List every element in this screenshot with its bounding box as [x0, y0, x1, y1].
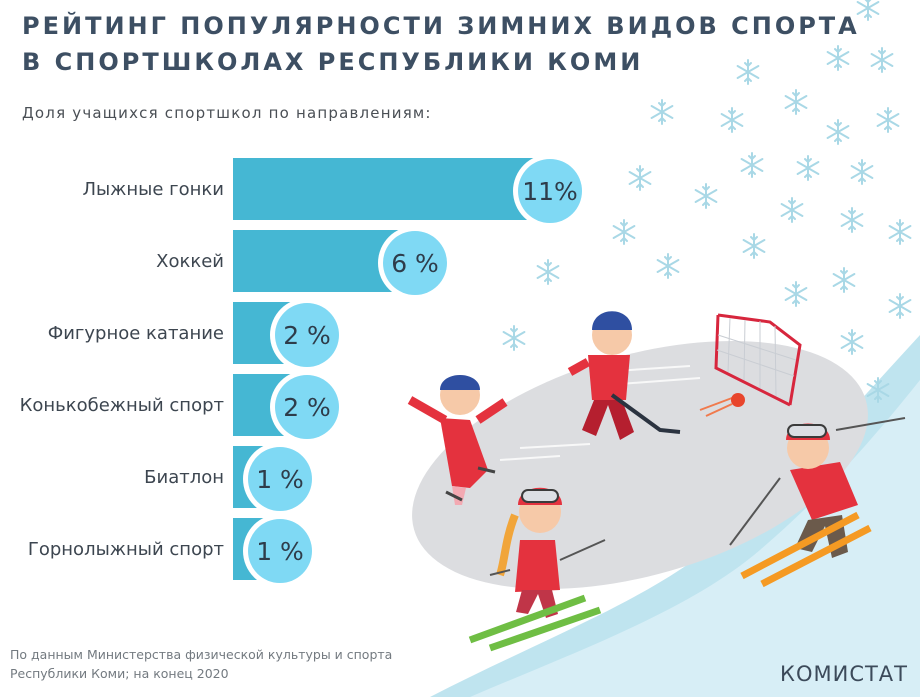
value-bubble-1 [518, 159, 582, 223]
brand-logo-text: КОМИСТАТ [780, 662, 908, 686]
source-note: По данным Министерства физической культу… [10, 645, 392, 683]
bar-1 [233, 158, 544, 220]
category-label-4: Конькобежный спорт [20, 395, 224, 416]
value-label-2: 6 % [391, 249, 439, 278]
value-label-3: 2 % [283, 321, 331, 350]
page-title: РЕЙТИНГ ПОПУЛЯРНОСТИ ЗИМНИХ ВИДОВ СПОРТА… [22, 8, 860, 80]
value-bubble-4 [275, 375, 339, 439]
title-line-2: В СПОРТШКОЛАХ РЕСПУБЛИКИ КОМИ [22, 48, 644, 76]
value-label-5: 1 % [256, 465, 304, 494]
value-bubble-6 [248, 519, 312, 583]
source-line-2: Республики Коми; на конец 2020 [10, 666, 229, 681]
category-label-3: Фигурное катание [48, 323, 224, 344]
value-label-4: 2 % [283, 393, 331, 422]
source-line-1: По данным Министерства физической культу… [10, 647, 393, 662]
category-label-6: Горнолыжный спорт [28, 539, 224, 560]
value-label-1: 11% [522, 177, 578, 206]
category-label-5: Биатлон [144, 467, 224, 488]
value-bubble-5 [248, 447, 312, 511]
value-bubble-3 [275, 303, 339, 367]
chart-subtitle: Доля учащихся спортшкол по направлениям: [22, 104, 432, 122]
category-label-1: Лыжные гонки [82, 179, 224, 200]
title-line-1: РЕЙТИНГ ПОПУЛЯРНОСТИ ЗИМНИХ ВИДОВ СПОРТА [22, 12, 860, 40]
value-bubble-2 [383, 231, 447, 295]
value-label-6: 1 % [256, 537, 304, 566]
category-label-2: Хоккей [156, 251, 224, 272]
